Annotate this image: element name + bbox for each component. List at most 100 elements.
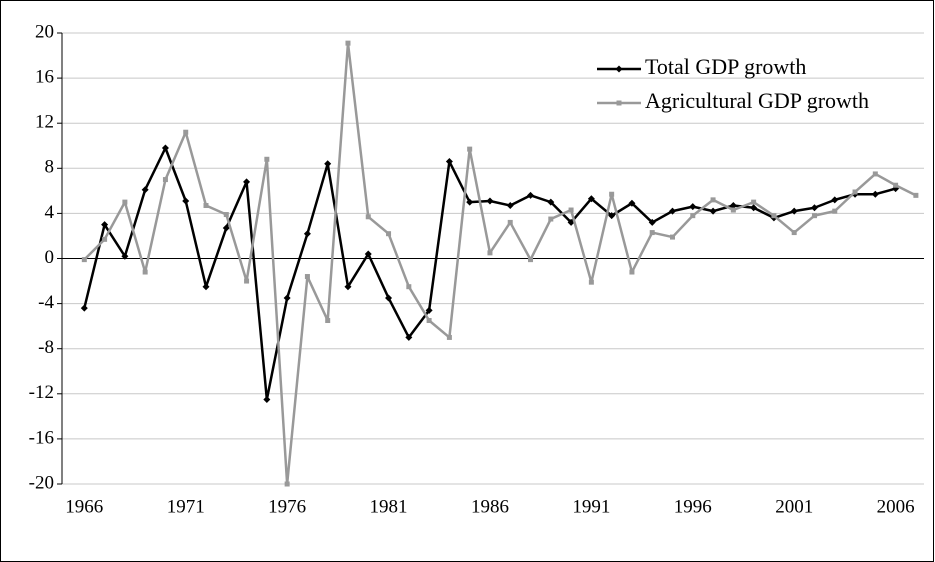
point — [709, 207, 717, 215]
point — [588, 279, 594, 285]
x-tick-label: 1976 — [268, 496, 306, 517]
point — [771, 213, 777, 219]
point — [364, 250, 372, 258]
point — [506, 202, 514, 210]
x-tick-label: 1996 — [674, 496, 712, 517]
y-tick-label: 16 — [35, 66, 54, 87]
point — [121, 252, 129, 260]
point — [751, 199, 757, 205]
point — [791, 230, 797, 236]
point — [689, 203, 697, 211]
point — [466, 198, 474, 206]
y-tick-label: -20 — [29, 472, 54, 493]
point — [629, 269, 635, 275]
point — [548, 216, 554, 222]
point — [811, 213, 817, 219]
y-tick-label: 12 — [35, 112, 54, 133]
point — [446, 334, 452, 340]
y-tick-label: -8 — [38, 337, 54, 358]
point — [142, 269, 148, 275]
point — [324, 160, 332, 168]
point — [406, 284, 412, 290]
point — [872, 171, 878, 177]
point — [263, 395, 271, 403]
point — [831, 196, 839, 204]
point — [425, 306, 433, 314]
point — [344, 283, 352, 291]
point — [325, 318, 331, 324]
legend-marker — [615, 65, 623, 73]
legend-label: Total GDP growth — [645, 54, 806, 79]
point — [547, 198, 555, 206]
point — [628, 199, 636, 207]
point — [303, 230, 311, 238]
point — [669, 234, 675, 240]
point — [668, 207, 676, 215]
point — [649, 230, 655, 236]
point — [871, 190, 879, 198]
point — [222, 224, 230, 232]
x-tick-label: 1971 — [167, 496, 205, 517]
point — [182, 197, 190, 205]
point — [141, 186, 149, 194]
x-tick-label: 1966 — [65, 496, 103, 517]
x-tick-label: 1986 — [471, 496, 509, 517]
y-tick-label: -16 — [29, 427, 54, 448]
point — [122, 199, 128, 205]
point — [81, 257, 87, 263]
point — [162, 177, 168, 183]
point — [283, 294, 291, 302]
y-tick-label: 20 — [35, 21, 54, 42]
point — [202, 283, 210, 291]
point — [528, 257, 534, 263]
point — [527, 191, 535, 199]
point — [690, 213, 696, 219]
point — [729, 202, 737, 210]
point — [264, 156, 270, 162]
y-tick-label: 8 — [45, 157, 55, 178]
point — [385, 294, 393, 302]
point — [445, 158, 453, 166]
point — [810, 204, 818, 212]
point — [101, 221, 109, 229]
point — [648, 218, 656, 226]
point — [80, 304, 88, 312]
point — [304, 274, 310, 280]
point — [243, 178, 251, 186]
point — [426, 318, 432, 324]
y-tick-label: -12 — [29, 382, 54, 403]
point — [386, 231, 392, 237]
y-tick-label: 0 — [45, 247, 55, 268]
legend-marker — [616, 100, 622, 106]
x-tick-label: 2001 — [775, 496, 813, 517]
point — [852, 189, 858, 195]
point — [486, 197, 494, 205]
point — [893, 182, 899, 188]
point — [832, 208, 838, 214]
point — [365, 214, 371, 220]
point — [710, 197, 716, 203]
point — [161, 144, 169, 152]
point — [790, 207, 798, 215]
point — [223, 212, 229, 218]
point — [102, 236, 108, 242]
x-tick-label: 1981 — [370, 496, 408, 517]
point — [568, 207, 574, 213]
point — [609, 191, 615, 197]
point — [467, 146, 473, 152]
point — [405, 333, 413, 341]
point — [730, 207, 736, 213]
point — [750, 204, 758, 212]
point — [608, 212, 616, 220]
x-tick-label: 2006 — [877, 496, 915, 517]
y-tick-label: 4 — [45, 202, 55, 223]
point — [244, 278, 250, 284]
y-tick-label: -4 — [38, 292, 54, 313]
point — [203, 203, 209, 209]
point — [913, 192, 919, 198]
point — [183, 129, 189, 135]
series-line — [83, 41, 917, 486]
point — [284, 481, 290, 487]
